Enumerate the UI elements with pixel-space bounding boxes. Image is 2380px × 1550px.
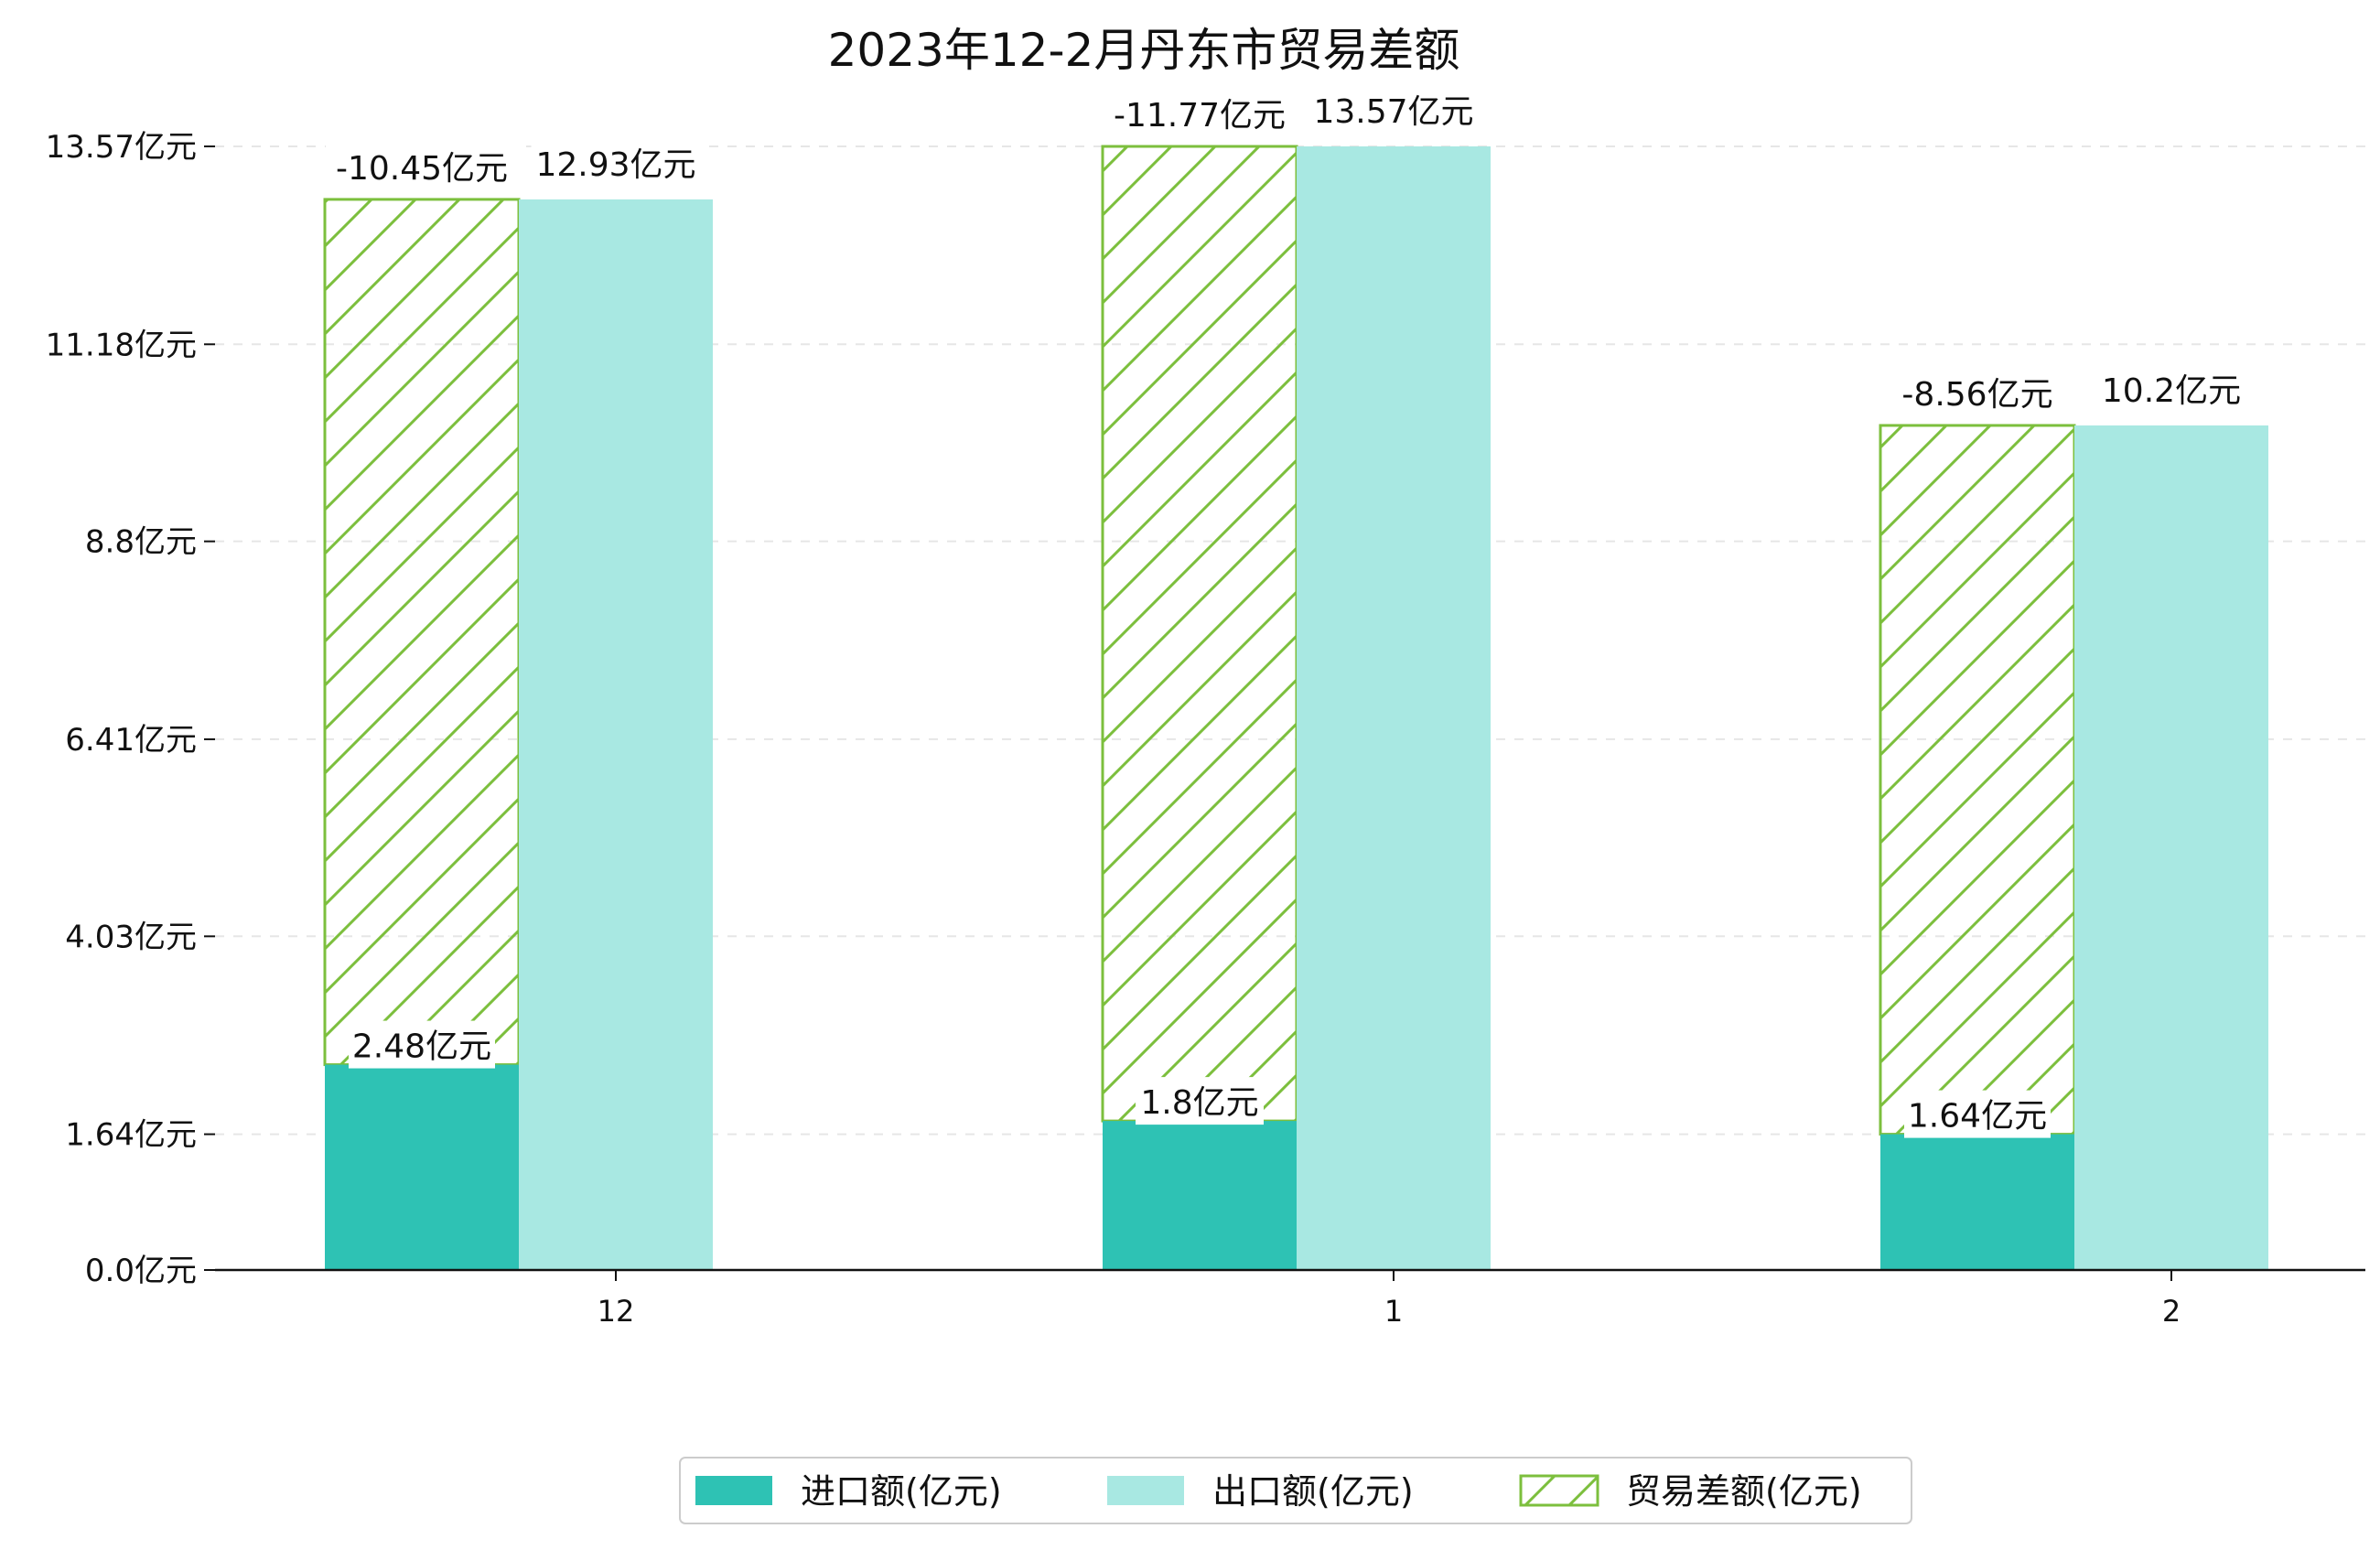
- x-axis: 12 1 2: [215, 1268, 2365, 1329]
- import-data-label: 2.48亿元: [352, 1028, 491, 1066]
- legend-label: 贸易差额(亿元): [1626, 1471, 1862, 1512]
- import-data-label-box: [1136, 1077, 1264, 1125]
- balance-data-label: -11.77亿元: [1114, 97, 1286, 135]
- export-data-label: 13.57亿元: [1313, 93, 1473, 131]
- import-data-label: 1.64亿元: [1908, 1098, 2047, 1136]
- import-data-label-box: [349, 1020, 495, 1069]
- legend-box: [679, 1457, 1912, 1524]
- balance-data-label-box: [1104, 90, 1296, 137]
- y-tick-label: 8.8亿元: [85, 524, 197, 561]
- balance-data-label: -10.45亿元: [336, 150, 508, 188]
- legend-item-import[interactable]: 进口额(亿元): [695, 1471, 1002, 1512]
- legend-swatch: [1519, 1474, 1599, 1507]
- y-tick-label: 4.03亿元: [65, 919, 197, 955]
- legend-label: 进口额(亿元): [801, 1471, 1002, 1512]
- export-bar: [1297, 146, 1491, 1270]
- x-tick-label: 1: [1384, 1294, 1403, 1329]
- import-bar: [325, 1064, 519, 1270]
- y-tick-label: 11.18亿元: [46, 327, 197, 363]
- import-data-label-box: [1904, 1090, 2051, 1138]
- bars: [323, 145, 2268, 1271]
- balance-bar: [323, 198, 521, 1067]
- y-tick-label: 6.41亿元: [65, 722, 197, 759]
- y-tick-label: 1.64亿元: [65, 1117, 197, 1154]
- y-tick-label: 13.57亿元: [46, 129, 197, 166]
- export-bar: [519, 199, 713, 1270]
- export-data-label: 10.2亿元: [2102, 372, 2241, 410]
- balance-bar: [1101, 145, 1298, 1123]
- balance-data-label: -8.56亿元: [1901, 376, 2052, 414]
- export-data-label-box: [531, 138, 701, 187]
- x-tick-label: 12: [598, 1294, 635, 1329]
- y-tick-label: 0.0亿元: [85, 1253, 197, 1289]
- chart-title: 2023年12-2月丹东市贸易差额: [828, 24, 1460, 77]
- export-bar: [2074, 425, 2268, 1271]
- import-data-label: 1.8亿元: [1140, 1084, 1258, 1122]
- legend[interactable]: 进口额(亿元) 出口额(亿元) 贸易差额(亿元): [679, 1457, 1912, 1524]
- data-labels: 2.48亿元 -10.45亿元 12.93亿元 1.8亿元 -11.77亿元 13.57亿…: [326, 86, 2245, 1138]
- legend-item-balance[interactable]: 贸易差额(亿元): [1519, 1471, 1862, 1512]
- balance-data-label-box: [1892, 368, 2062, 416]
- legend-swatch: [695, 1476, 772, 1505]
- balance-data-label-box: [326, 142, 518, 190]
- legend-swatch: [1107, 1476, 1184, 1505]
- import-bar: [1880, 1134, 2074, 1270]
- export-data-label-box: [2098, 364, 2245, 413]
- legend-label: 出口额(亿元): [1212, 1471, 1414, 1512]
- export-data-label-box: [1308, 86, 1479, 134]
- balance-bar: [1879, 424, 2076, 1136]
- import-bar: [1103, 1121, 1297, 1270]
- y-axis: 0.0亿元 1.64亿元 4.03亿元 6.41亿元 8.8亿元 11.18亿元 13.57…: [46, 129, 215, 1289]
- x-tick-label: 2: [2162, 1294, 2181, 1329]
- export-data-label: 12.93亿元: [535, 146, 695, 184]
- legend-item-export[interactable]: 出口额(亿元): [1107, 1471, 1414, 1512]
